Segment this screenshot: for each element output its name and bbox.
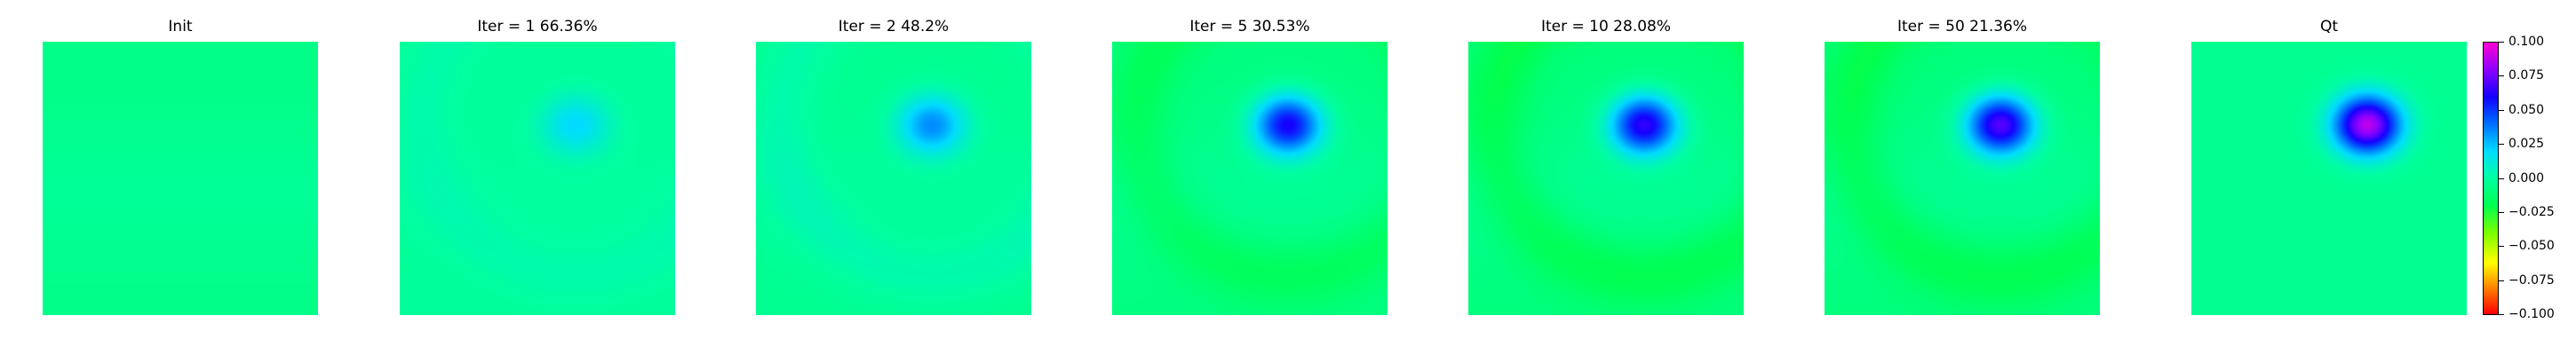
heatmap-image [1825, 42, 2100, 315]
heatmap-image [43, 42, 318, 315]
heatmap-panel: Init [43, 0, 318, 355]
colorbar-tick [2499, 314, 2504, 315]
heatmap-image [1468, 42, 1744, 315]
heatmap-image [1112, 42, 1387, 315]
panel-title: Iter = 1 66.36% [477, 18, 598, 36]
heatmap-image [400, 42, 675, 315]
colorbar-tick [2499, 211, 2504, 213]
colorbar-tick [2499, 246, 2504, 248]
heatmap-panel: Iter = 2 48.2% [756, 0, 1031, 355]
colorbar-tick-label: 0.100 [2508, 35, 2545, 49]
colorbar-tick-label: 0.075 [2508, 68, 2545, 83]
heatmap-panel: Iter = 10 28.08% [1468, 0, 1744, 355]
colorbar-tick [2499, 42, 2504, 43]
colorbar-tick [2499, 109, 2504, 111]
heatmap-panel: Iter = 50 21.36% [1825, 0, 2100, 355]
heatmap-image [756, 42, 1031, 315]
colorbar-tick [2499, 144, 2504, 146]
panel-title: Iter = 10 28.08% [1540, 18, 1672, 36]
panel-title: Iter = 5 30.53% [1189, 18, 1310, 36]
colorbar-tick [2499, 280, 2504, 281]
colorbar-tick-label: −0.075 [2508, 272, 2555, 288]
colorbar-tick-label: −0.050 [2508, 239, 2555, 254]
panel-title: Iter = 50 21.36% [1896, 18, 2028, 36]
heatmap-panel: Iter = 5 30.53% [1112, 0, 1387, 355]
panel-title: Init [168, 18, 193, 36]
colorbar-tick-label: −0.025 [2508, 204, 2555, 219]
heatmap-panel: Iter = 1 66.36% [400, 0, 675, 355]
heatmap-panel: Qt [2191, 0, 2467, 355]
panel-title: Iter = 2 48.2% [838, 18, 950, 36]
heatmap-image [2191, 42, 2467, 315]
panel-title: Qt [2319, 18, 2339, 36]
colorbar-tick [2499, 178, 2504, 179]
colorbar-tick-label: −0.100 [2508, 307, 2555, 321]
colorbar-tick-label: 0.025 [2508, 137, 2545, 152]
colorbar [2483, 42, 2499, 315]
colorbar-tick-label: 0.050 [2508, 102, 2545, 117]
colorbar-tick [2499, 75, 2504, 77]
colorbar-tick-label: 0.000 [2508, 170, 2545, 185]
